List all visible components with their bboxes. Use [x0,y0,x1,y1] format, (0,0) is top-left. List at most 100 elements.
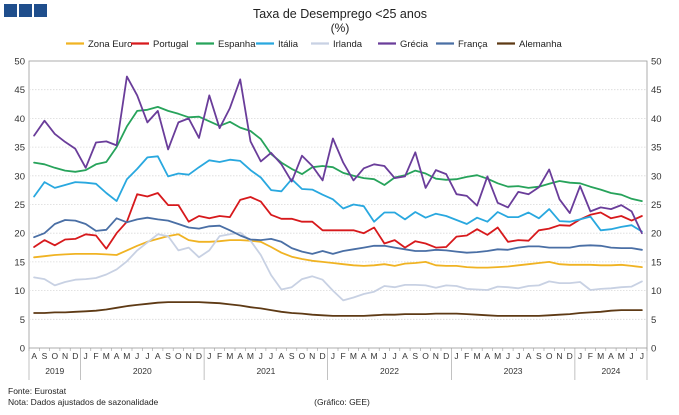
x-tick-label: N [433,351,439,361]
x-tick-label: D [72,351,78,361]
x-tick-label: A [485,351,491,361]
chart-title: Taxa de Desemprego <25 anos [253,7,427,21]
x-tick-label: F [464,351,469,361]
legend-label: Portugal [153,39,188,50]
series-line-espanha [33,106,643,203]
x-tick-label: M [226,351,233,361]
series-line-portugal [33,192,643,250]
x-tick-label: N [309,351,315,361]
series-line-irlanda [33,231,643,302]
grid: 0 0 5 5 10 10 15 15 20 20 25 25 30 30 35 35 40 40 45 45 50 50 [14,57,661,355]
credit-text: (Gráfico: GEE) [314,397,370,407]
legend-label: Grécia [400,39,429,50]
x-tick-label: M [350,351,357,361]
x-tick-label: M [247,351,254,361]
x-tick-label: J [382,351,386,361]
plot-area [33,75,643,317]
year-label: 2021 [256,366,275,376]
x-tick-label: A [526,351,532,361]
legend-label: Zona Euro [88,39,132,50]
year-label: 2024 [601,366,620,376]
y-tick-label-right: 40 [651,114,662,125]
y-tick-label-right: 35 [651,143,662,154]
x-tick-label: J [84,351,88,361]
x-tick-label: J [207,351,211,361]
year-label: 2023 [504,366,523,376]
x-tick-label: A [402,351,408,361]
x-tick-label: J [516,351,520,361]
legend-label: Itália [278,39,299,50]
y-tick-label-left: 40 [14,114,25,125]
logo-square [19,4,32,17]
x-tick-label: O [299,351,306,361]
x-tick-label: A [155,351,161,361]
y-tick-label-right: 10 [651,286,662,297]
x-tick-label: M [371,351,378,361]
legend: Zona Euro Portugal Espanha Itália Irlanda Gré… [66,39,562,50]
x-tick-label: O [175,351,182,361]
x-tick-label: D [319,351,325,361]
series-line-zona-euro [33,233,643,269]
x-tick-label: N [62,351,68,361]
x-tick-label: J [269,351,273,361]
brand-logo [4,4,47,17]
x-tick-label: A [237,351,243,361]
x-tick-label: F [588,351,593,361]
x-tick-label: M [597,351,604,361]
y-tick-label-left: 50 [14,57,25,68]
x-tick-label: A [114,351,120,361]
x-tick-label: A [279,351,285,361]
series-line-alemanha [33,301,643,317]
year-label: 2022 [380,366,399,376]
legend-label: Alemanha [519,39,562,50]
y-tick-label-right: 30 [651,171,662,182]
logo-square [34,4,47,17]
x-tick-label: J [506,351,510,361]
x-tick-label: J [454,351,458,361]
source-text: Fonte: Eurostat [8,386,67,396]
x-tick-label: S [412,351,418,361]
x-tick-label: D [567,351,573,361]
x-tick-label: D [443,351,449,361]
x-tick-label: M [618,351,625,361]
x-tick-label: F [217,351,222,361]
y-tick-label-left: 25 [14,200,25,211]
y-tick-label-right: 20 [651,229,662,240]
x-tick-label: D [196,351,202,361]
x-tick-label: O [51,351,58,361]
year-label: 2020 [133,366,152,376]
y-tick-label-left: 0 [20,344,25,355]
x-tick-label: J [135,351,139,361]
y-tick-label-left: 10 [14,286,25,297]
year-label: 2019 [45,366,64,376]
y-tick-label-right: 50 [651,57,662,68]
x-tick-label: N [186,351,192,361]
y-tick-label-left: 15 [14,257,25,268]
x-tick-label: O [422,351,429,361]
x-tick-label: S [289,351,295,361]
y-tick-label-right: 25 [651,200,662,211]
x-tick-label: A [608,351,614,361]
x-tick-label: M [103,351,110,361]
legend-label: Irlanda [333,39,363,50]
x-tick-label: J [145,351,149,361]
y-tick-label-right: 0 [651,344,656,355]
x-tick-label: J [393,351,397,361]
y-tick-label-right: 45 [651,85,662,96]
logo-square [4,4,17,17]
series-line-grecia [33,75,643,235]
x-tick-label: J [259,351,263,361]
x-tick-label: O [546,351,553,361]
chart-subtitle: (%) [331,21,350,35]
x-tick-label: S [42,351,48,361]
x-tick-label: J [578,351,582,361]
x-tick-label: M [494,351,501,361]
x-tick-label: F [341,351,346,361]
y-tick-label-right: 15 [651,257,662,268]
y-tick-label-left: 5 [20,315,25,326]
legend-label: Espanha [218,39,256,50]
x-tick-label: S [536,351,542,361]
y-tick-label-left: 30 [14,171,25,182]
x-tick-label: F [93,351,98,361]
